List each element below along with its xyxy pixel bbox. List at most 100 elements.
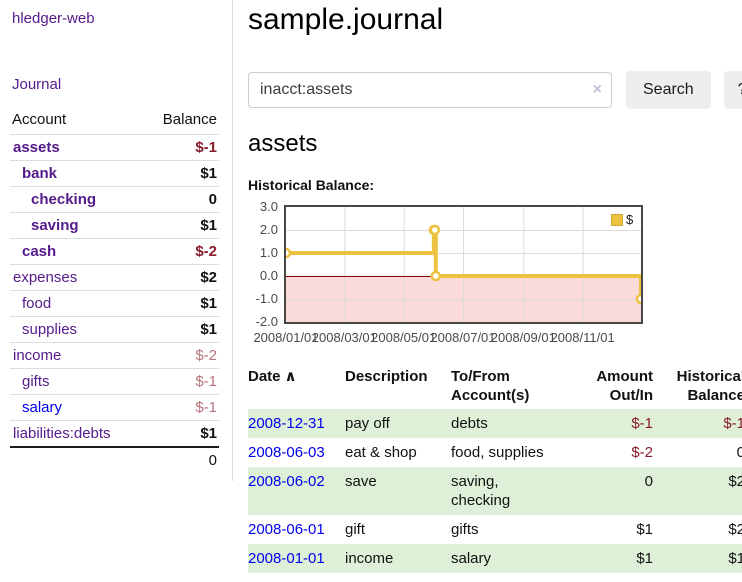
- app-title-link[interactable]: hledger-web: [12, 10, 95, 27]
- account-balance: $1: [142, 316, 219, 343]
- clear-search-icon[interactable]: ×: [592, 81, 602, 98]
- data-point-marker[interactable]: [635, 293, 647, 305]
- x-axis-tick-label: 2008/09/01: [490, 330, 556, 345]
- accounts-column-header: Account: [12, 111, 67, 128]
- account-row: checking 0: [10, 186, 219, 213]
- sidebar-account-link[interactable]: checking: [31, 191, 97, 208]
- sidebar-account-link[interactable]: food: [22, 295, 52, 312]
- balance-column-header: Balance: [162, 111, 217, 128]
- register-header-description: Description: [345, 368, 428, 385]
- page-title: sample.journal: [248, 3, 444, 36]
- y-axis-tick-label: 0.0: [259, 268, 278, 283]
- data-point-marker[interactable]: [430, 270, 442, 282]
- chart-canvas: [280, 207, 647, 322]
- x-axis-tick-label: 2008/01/01: [253, 330, 319, 345]
- search-button[interactable]: Search: [626, 71, 711, 109]
- transaction-description: income: [345, 550, 394, 567]
- help-button[interactable]: ?: [723, 71, 742, 109]
- y-axis-tick-label: 3.0: [259, 199, 278, 214]
- account-row: supplies $1: [10, 316, 219, 343]
- search-input[interactable]: [248, 72, 612, 108]
- register-table: Date ∧ Description To/From Account(s) Amount…: [248, 365, 742, 573]
- search-bar: × Search ?: [248, 71, 742, 109]
- sidebar-account-link[interactable]: bank: [22, 165, 58, 182]
- account-heading: assets: [248, 130, 318, 157]
- sidebar-account-link[interactable]: liabilities:debts: [13, 425, 111, 442]
- transaction-accounts: debts: [451, 415, 488, 432]
- account-row: income $-2: [10, 342, 219, 369]
- sidebar-account-link[interactable]: gifts: [22, 373, 50, 390]
- transaction-amount: $1: [636, 521, 653, 538]
- accounts-total-row: 0: [10, 446, 219, 473]
- sidebar-account-link[interactable]: salary: [22, 399, 63, 416]
- transaction-balance: $-1: [723, 415, 742, 432]
- transaction-accounts: salary: [451, 550, 492, 567]
- sidebar-account-link[interactable]: saving: [31, 217, 79, 234]
- sidebar-account-link[interactable]: income: [13, 347, 62, 364]
- register-row: 2008-06-03 eat & shop food, supplies $-2 0: [248, 438, 742, 467]
- transaction-date-link[interactable]: 2008-06-01: [248, 521, 325, 538]
- data-point-marker[interactable]: [280, 247, 292, 259]
- register-header-historical-balance: Historical Balance: [676, 368, 742, 404]
- data-point-marker[interactable]: [429, 224, 441, 236]
- account-row: food $1: [10, 290, 219, 317]
- legend-label: $: [626, 212, 634, 227]
- journal-link[interactable]: Journal: [12, 76, 62, 93]
- main-content: sample.journal × Search ? assets Histori…: [233, 0, 742, 573]
- transaction-description: save: [345, 473, 377, 490]
- transaction-balance: $2: [728, 473, 742, 490]
- register-header-amount-out/in: Amount Out/In: [596, 368, 653, 404]
- y-axis-tick-label: -1.0: [255, 291, 278, 306]
- chart-legend: $: [609, 211, 636, 228]
- transaction-date-link[interactable]: 2008-01-01: [248, 550, 325, 567]
- account-row: bank $1: [10, 160, 219, 187]
- transaction-balance: $2: [728, 521, 742, 538]
- transaction-date-link[interactable]: 2008-12-31: [248, 415, 325, 432]
- y-axis-tick-label: -2.0: [255, 314, 278, 329]
- sidebar-account-link[interactable]: supplies: [22, 321, 78, 338]
- account-balance: $2: [142, 264, 219, 291]
- register-header-date[interactable]: Date ∧: [248, 368, 297, 385]
- account-balance: $-1: [142, 368, 219, 395]
- sidebar-account-link[interactable]: assets: [13, 139, 60, 156]
- account-row: assets $-1: [10, 134, 219, 161]
- accounts-table: Account Balance assets $-1 bank $1 checking 0…: [10, 107, 219, 473]
- search-box: ×: [248, 72, 612, 108]
- accounts-total-value: 0: [142, 446, 219, 473]
- x-axis-tick-label: 2008/03/01: [311, 330, 377, 345]
- y-axis-tick-label: 2.0: [259, 222, 278, 237]
- transaction-amount: 0: [644, 473, 653, 490]
- transaction-accounts: gifts: [451, 521, 479, 538]
- historical-balance-chart: 3.0 2.0 1.0 0.0 -1.0 -2.0 2008/01/01 2008/03/01…: [248, 199, 742, 348]
- chart-title: Historical Balance:: [248, 177, 375, 193]
- account-row: liabilities:debts $1: [10, 420, 219, 447]
- transaction-accounts: food, supplies: [451, 444, 544, 461]
- transaction-date-link[interactable]: 2008-06-02: [248, 473, 325, 490]
- account-balance: $-2: [142, 342, 219, 369]
- transaction-amount: $-2: [631, 444, 653, 461]
- sidebar: hledger-web Journal Account Balance asse…: [0, 0, 233, 481]
- register-row: 2008-06-02 save saving, checking 0 $2: [248, 467, 742, 515]
- transaction-description: gift: [345, 521, 366, 538]
- sidebar-account-link[interactable]: expenses: [13, 269, 78, 286]
- register-row: 2008-06-01 gift gifts $1 $2: [248, 515, 742, 544]
- account-balance: $-1: [142, 134, 219, 161]
- register-header-to/from-accounts: To/From Account(s): [451, 368, 530, 404]
- transaction-date-link[interactable]: 2008-06-03: [248, 444, 325, 461]
- account-row: gifts $-1: [10, 368, 219, 395]
- account-balance: $1: [142, 420, 219, 447]
- transaction-description: pay off: [345, 415, 390, 432]
- account-row: cash $-2: [10, 238, 219, 265]
- register-row: 2008-01-01 income salary $1 $1: [248, 544, 742, 573]
- transaction-balance: $1: [728, 550, 742, 567]
- account-row: expenses $2: [10, 264, 219, 291]
- chart-plot-area[interactable]: [280, 205, 647, 324]
- sort-ascending-icon: ∧: [284, 368, 297, 385]
- transaction-balance: 0: [736, 444, 742, 461]
- account-balance: $1: [142, 160, 219, 187]
- sidebar-account-link[interactable]: cash: [22, 243, 57, 260]
- x-axis-tick-label: 2008/07/01: [430, 330, 496, 345]
- transaction-amount: $1: [636, 550, 653, 567]
- transaction-amount: $-1: [631, 415, 653, 432]
- transaction-description: eat & shop: [345, 444, 417, 461]
